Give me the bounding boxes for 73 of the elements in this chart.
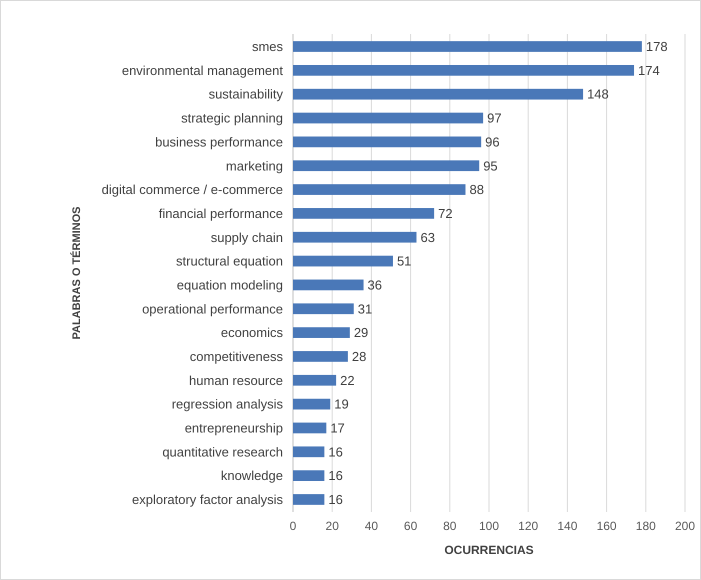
data-label: 97 (487, 110, 502, 126)
bar (293, 303, 354, 314)
y-tick-label: entrepreneurship (184, 420, 283, 436)
x-tick-label: 140 (557, 519, 578, 533)
data-label: 96 (485, 134, 500, 150)
bar (293, 422, 326, 434)
data-label: 178 (646, 39, 668, 54)
data-label: 51 (396, 254, 412, 269)
x-tick-label: 0 (290, 519, 297, 533)
bar (293, 256, 393, 266)
data-label: 63 (420, 230, 435, 245)
data-label: 36 (368, 277, 382, 292)
bar (293, 88, 584, 100)
x-tick-label: 200 (674, 519, 696, 533)
data-label: 22 (340, 372, 355, 388)
y-axis-title: PALABRAS O TÉRMINOS (70, 206, 83, 340)
bar (293, 470, 324, 482)
data-label: 19 (334, 396, 349, 412)
y-tick-label: knowledge (220, 468, 283, 484)
data-label: 16 (328, 468, 343, 484)
x-tick-label: 120 (518, 519, 539, 533)
data-label: 16 (328, 492, 343, 508)
data-label: 28 (352, 348, 366, 364)
y-tick-label: financial performance (158, 206, 283, 221)
x-tick-label: 100 (478, 519, 500, 533)
x-tick-label: 160 (596, 519, 617, 533)
x-tick-label: 40 (364, 519, 378, 533)
data-label: 174 (638, 62, 660, 78)
y-tick-label: sustainability (208, 86, 284, 102)
data-label: 29 (354, 325, 368, 340)
y-tick-label: business performance (155, 134, 283, 150)
x-tick-label: 60 (404, 519, 418, 533)
bar (293, 64, 634, 76)
y-tick-label: economics (220, 325, 284, 340)
x-tick-label: 20 (326, 519, 340, 533)
y-tick-label: strategic planning (181, 110, 283, 126)
data-label: 72 (438, 206, 453, 221)
data-label: 17 (330, 420, 345, 436)
data-label: 95 (483, 158, 498, 174)
y-tick-label: smes (252, 39, 284, 54)
x-tick-label: 80 (443, 519, 457, 533)
bar (293, 112, 484, 124)
y-tick-label: supply chain (210, 230, 283, 245)
bar (293, 41, 642, 52)
bar (293, 398, 330, 410)
y-tick-label: competitiveness (190, 348, 284, 364)
bar (293, 232, 416, 243)
y-tick-label: regression analysis (172, 396, 284, 412)
data-label: 148 (587, 86, 609, 102)
y-tick-label: quantitative research (162, 444, 283, 460)
x-tick-label: 180 (636, 519, 656, 533)
y-tick-label: environmental management (122, 62, 284, 78)
y-tick-label: operational performance (142, 301, 283, 316)
bar (293, 446, 324, 458)
bar (293, 280, 364, 290)
bar (293, 184, 466, 195)
data-label: 88 (469, 182, 484, 198)
bar (293, 160, 480, 172)
bar (293, 136, 482, 148)
bar (293, 351, 348, 362)
bar (293, 327, 350, 338)
y-tick-label: equation modeling (176, 277, 283, 292)
y-tick-label: exploratory factor analysis (132, 492, 284, 508)
y-tick-label: marketing (226, 158, 283, 174)
x-axis-title: OCURRENCIAS (444, 543, 534, 557)
y-tick-label: structural equation (176, 254, 283, 269)
bar (293, 374, 336, 386)
bar (293, 208, 434, 219)
y-tick-label: digital commerce / e-commerce (102, 182, 283, 198)
data-label: 16 (328, 444, 343, 460)
y-tick-label: human resource (189, 372, 283, 388)
data-label: 31 (358, 301, 372, 316)
bar (293, 494, 324, 505)
